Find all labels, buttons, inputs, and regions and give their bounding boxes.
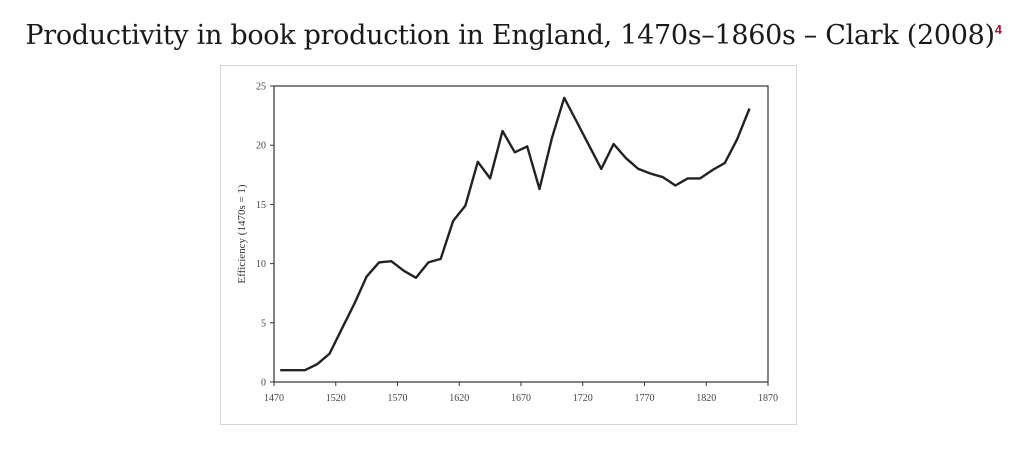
y-tick-label: 0 xyxy=(261,378,266,389)
x-tick-label: 1770 xyxy=(635,393,655,404)
figure-frame: 0 5 10 15 20 25 1470 1520 1570 1620 1670 1720 1770 1… xyxy=(220,65,797,425)
x-tick-label: 1870 xyxy=(758,393,778,404)
plot-area-border xyxy=(273,85,769,383)
series-line xyxy=(280,96,751,372)
y-tick-label: 10 xyxy=(256,259,266,270)
y-axis-title: Efficiency (1470s = 1) xyxy=(236,184,248,284)
y-tick-label: 20 xyxy=(256,141,266,152)
page-title: Productivity in book production in Engla… xyxy=(0,20,1027,51)
y-tick-label: 5 xyxy=(261,318,266,329)
y-tick-label: 25 xyxy=(256,82,266,93)
y-axis: 0 5 10 15 20 25 xyxy=(256,82,274,389)
y-tick-label: 15 xyxy=(256,200,266,211)
x-tick-label: 1670 xyxy=(511,393,531,404)
x-tick-label: 1620 xyxy=(449,393,469,404)
title-text: Productivity in book production in Engla… xyxy=(25,20,995,51)
x-tick-label: 1520 xyxy=(326,393,346,404)
x-tick-label: 1470 xyxy=(264,393,284,404)
x-tick-label: 1720 xyxy=(573,393,593,404)
x-tick-label: 1820 xyxy=(696,393,716,404)
x-tick-label: 1570 xyxy=(388,393,408,404)
footnote-reference[interactable]: 4 xyxy=(994,22,1002,37)
x-axis: 1470 1520 1570 1620 1670 1720 1770 1820 1870 xyxy=(264,382,778,404)
